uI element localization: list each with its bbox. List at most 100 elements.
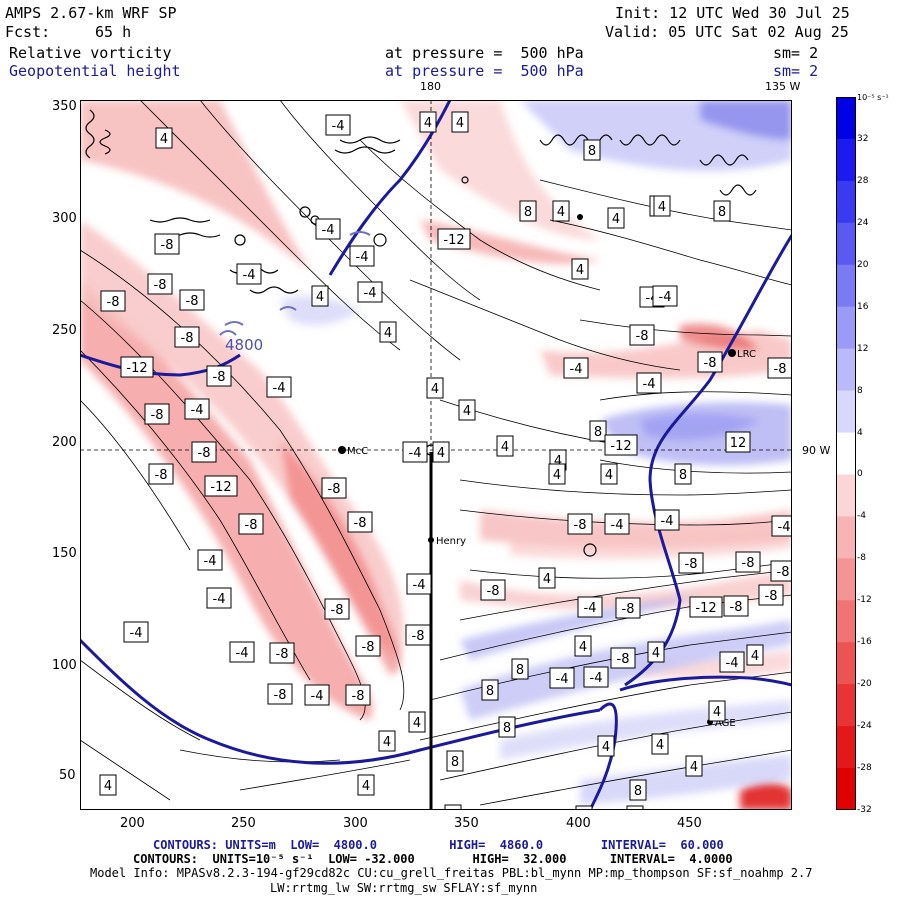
contour-label-box bbox=[446, 750, 464, 772]
contour-label-box bbox=[437, 228, 471, 250]
contour-label-value: -8 bbox=[765, 589, 778, 604]
meridian-label-135w: 135 W bbox=[765, 80, 801, 93]
contour-label-box bbox=[100, 290, 126, 312]
contour-label-box bbox=[615, 597, 641, 619]
contour-label-box bbox=[770, 560, 792, 582]
contour-label-box bbox=[636, 372, 662, 394]
contour-label-box bbox=[311, 285, 329, 307]
contour-label-box bbox=[408, 711, 426, 733]
colorbar-tick-label: -8 bbox=[857, 553, 866, 564]
forecast-hour: 65 h bbox=[95, 23, 132, 41]
contour-label-value: -8 bbox=[412, 629, 425, 644]
field1-name: Relative vorticity bbox=[9, 44, 172, 62]
contour-label-box bbox=[575, 805, 593, 810]
colorbar-swatch bbox=[836, 726, 856, 769]
footer-physics-info: LW:rrtmg_lw SW:rrtmg_sw SFLAY:sf_mynn bbox=[270, 881, 538, 895]
contour-label-box bbox=[519, 200, 537, 222]
init-time: Init: 12 UTC Wed 30 Jul 25 bbox=[615, 4, 850, 22]
model-title: AMPS 2.67-km WRF SP bbox=[5, 4, 177, 22]
y-tick-200: 200 bbox=[52, 435, 77, 450]
contour-label-value: -8 bbox=[617, 652, 630, 667]
contour-label-box bbox=[191, 441, 217, 463]
contour-label-box bbox=[498, 716, 516, 738]
contour-label-value: -8 bbox=[151, 408, 164, 423]
contour-label-value: -12 bbox=[695, 601, 716, 616]
contour-label-value: -8 bbox=[155, 468, 168, 483]
contour-label-box bbox=[713, 200, 731, 222]
contour-label-box bbox=[652, 285, 678, 307]
contour-label-box bbox=[155, 127, 173, 149]
contour-label-box bbox=[349, 245, 375, 267]
x-tick-350: 350 bbox=[454, 816, 479, 831]
contour-label-value: 8 bbox=[588, 144, 596, 159]
field2-smoothing: sm= 2 bbox=[773, 62, 819, 80]
contour-label-box bbox=[148, 463, 174, 485]
contour-label-value: 4 bbox=[160, 132, 168, 147]
colorbar-tick-label: 32 bbox=[857, 133, 869, 144]
contour-label-value: 4 bbox=[437, 446, 445, 461]
contour-label-value: -8 bbox=[362, 640, 375, 655]
contour-label-box bbox=[204, 475, 238, 497]
colorbar-swatch bbox=[836, 306, 856, 350]
contour-label-box bbox=[653, 195, 671, 217]
contour-label-box bbox=[304, 684, 330, 706]
contour-label-value: -8 bbox=[107, 295, 120, 310]
contour-label-box bbox=[179, 289, 205, 311]
contour-label-value: -8 bbox=[213, 370, 226, 385]
contour-label-value: 4 bbox=[579, 640, 587, 655]
contour-label-value: -4 bbox=[322, 223, 335, 238]
colorbar-swatch bbox=[836, 97, 856, 140]
contour-label-value: -8 bbox=[730, 600, 743, 615]
contour-label-value: 8 bbox=[524, 205, 532, 220]
contour-label-box bbox=[719, 651, 745, 673]
station-extra-dot-1 bbox=[577, 214, 583, 220]
contour-label-box bbox=[563, 357, 589, 379]
contour-label-value: -8 bbox=[276, 647, 289, 662]
contour-label-box bbox=[651, 733, 669, 755]
contour-label-value: 4 bbox=[713, 705, 721, 720]
contour-label-box bbox=[583, 666, 609, 688]
contour-label-value: -4 bbox=[204, 554, 217, 569]
contour-label-value: 4 bbox=[553, 468, 561, 483]
contour-label-value: -4 bbox=[726, 656, 739, 671]
field2-level: at pressure = 500 hPa bbox=[385, 62, 584, 80]
contour-label-value: 4 bbox=[362, 779, 370, 794]
station-label-age: AGE bbox=[715, 718, 736, 729]
contour-label-box bbox=[123, 621, 149, 643]
contour-label-value: -4 bbox=[661, 514, 674, 529]
contour-label-box bbox=[610, 647, 636, 669]
contour-label-box bbox=[266, 376, 292, 398]
colorbar-swatch bbox=[836, 222, 856, 266]
contour-label-value: -12 bbox=[210, 480, 231, 495]
contour-label-box bbox=[607, 207, 625, 229]
contour-label-value: -4 bbox=[213, 592, 226, 607]
y-tick-250: 250 bbox=[52, 323, 77, 338]
contour-label-value: -4 bbox=[243, 268, 256, 283]
contour-label-value: 8 bbox=[451, 755, 459, 770]
contour-label-value: -4 bbox=[556, 672, 569, 687]
contour-label-box bbox=[604, 434, 638, 456]
contour-label-box bbox=[184, 398, 210, 420]
colorbar-swatch bbox=[836, 516, 856, 559]
contour-label-value: -8 bbox=[352, 689, 365, 704]
contour-label-box bbox=[654, 509, 680, 531]
colorbar-swatch bbox=[836, 474, 856, 517]
station-henry-dot bbox=[428, 537, 434, 543]
colorbar-swatch bbox=[836, 432, 856, 475]
x-tick-450: 450 bbox=[677, 816, 702, 831]
contour-label-value: -8 bbox=[245, 518, 258, 533]
contour-label-value: -8 bbox=[574, 518, 587, 533]
contour-label-box bbox=[321, 477, 347, 499]
contour-label-value: -4 bbox=[191, 403, 204, 418]
contour-label-value: 4 bbox=[104, 779, 112, 794]
contour-label-box bbox=[402, 441, 428, 463]
contour-label-box bbox=[685, 755, 703, 777]
contour-label-box bbox=[723, 595, 749, 617]
colorbar-swatch bbox=[836, 138, 856, 182]
contour-label-value: 4 bbox=[554, 454, 562, 469]
contour-label-box bbox=[708, 700, 726, 722]
parallel-label-90w: 90 W bbox=[802, 444, 831, 457]
colorbar-tick-label: 20 bbox=[857, 259, 869, 270]
contour-label-value: -4 bbox=[590, 671, 603, 686]
contour-label-box bbox=[583, 139, 601, 161]
